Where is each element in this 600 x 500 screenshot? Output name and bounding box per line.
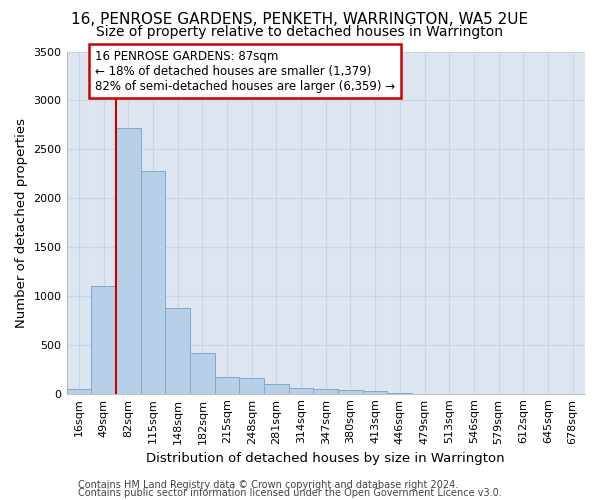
Bar bbox=[239, 378, 264, 394]
Text: 16 PENROSE GARDENS: 87sqm
← 18% of detached houses are smaller (1,379)
82% of se: 16 PENROSE GARDENS: 87sqm ← 18% of detac… bbox=[95, 50, 395, 92]
Bar bbox=[165, 308, 190, 394]
Bar bbox=[289, 388, 313, 394]
Bar bbox=[264, 384, 289, 394]
Bar bbox=[140, 171, 165, 394]
Bar bbox=[363, 390, 388, 394]
Bar bbox=[67, 389, 91, 394]
Bar bbox=[313, 389, 338, 394]
Bar bbox=[91, 286, 116, 394]
Bar bbox=[338, 390, 363, 394]
Bar bbox=[215, 376, 239, 394]
Bar bbox=[190, 352, 215, 394]
Text: 16, PENROSE GARDENS, PENKETH, WARRINGTON, WA5 2UE: 16, PENROSE GARDENS, PENKETH, WARRINGTON… bbox=[71, 12, 529, 28]
Text: Size of property relative to detached houses in Warrington: Size of property relative to detached ho… bbox=[97, 25, 503, 39]
Text: Contains public sector information licensed under the Open Government Licence v3: Contains public sector information licen… bbox=[78, 488, 502, 498]
Y-axis label: Number of detached properties: Number of detached properties bbox=[15, 118, 28, 328]
X-axis label: Distribution of detached houses by size in Warrington: Distribution of detached houses by size … bbox=[146, 452, 505, 465]
Bar bbox=[116, 128, 140, 394]
Text: Contains HM Land Registry data © Crown copyright and database right 2024.: Contains HM Land Registry data © Crown c… bbox=[78, 480, 458, 490]
